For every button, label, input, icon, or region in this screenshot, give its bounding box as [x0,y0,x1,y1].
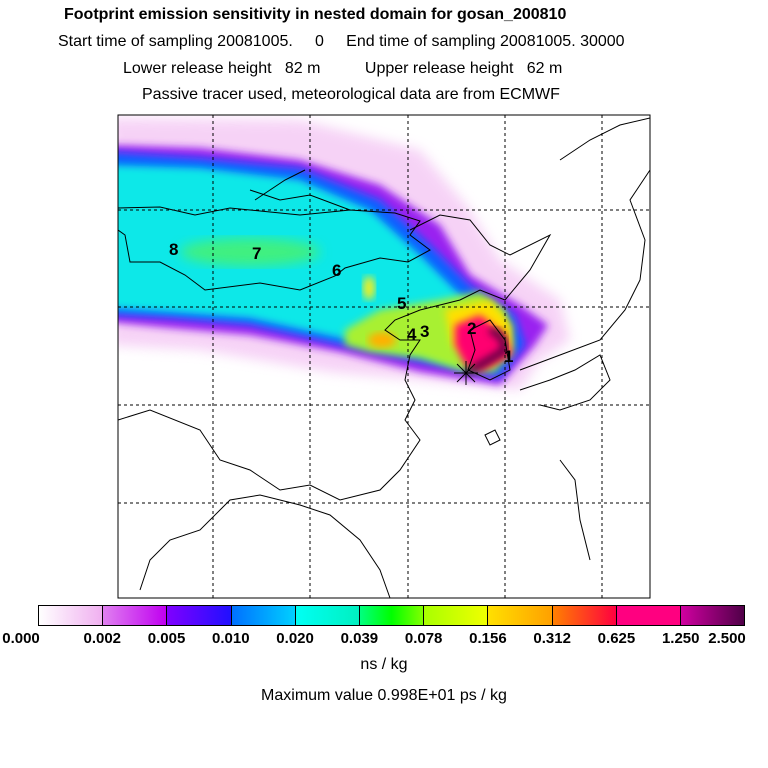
coastlines [118,117,650,598]
label-4: 4 [407,325,417,344]
colorbar-bin-0 [39,606,104,625]
label-7: 7 [252,244,261,263]
trajectory-labels: 8 7 6 5 4 3 2 1 [169,240,513,366]
sampling-time: Start time of sampling 20081005. 0 End t… [58,33,625,50]
figure-title: Footprint emission sensitivity in nested… [64,6,567,23]
maximum-value: Maximum value 0.998E+01 ps / kg [261,687,507,704]
colorbar-bin-3 [231,606,296,625]
colorbar-tick-label: 0.000 [2,630,40,647]
colorbar-tick-label: 0.020 [276,630,314,647]
map-frame [117,114,651,599]
plume-orange [368,332,396,348]
colorbar-tick-label: 0.078 [404,630,443,647]
colorbar-tick-label: 0.039 [340,630,379,647]
colorbar-tick-label: 0.625 [597,630,636,647]
colorbar-bin-4 [295,606,360,625]
colorbar-bin-2 [167,606,232,625]
label-3: 3 [420,322,429,341]
colorbar-bin-5 [359,606,425,625]
label-6: 6 [332,261,341,280]
colorbar-tick-label: 0.005 [147,630,186,647]
colorbar-tick-label: 0.156 [469,630,507,647]
label-2: 2 [467,319,476,338]
colorbar [38,605,745,626]
colorbar-tick-label: 0.002 [83,630,122,647]
colorbar-unit: ns / kg [360,656,408,673]
label-8: 8 [169,240,178,259]
colorbar-bin-1 [103,606,168,625]
colorbar-bin-8 [552,606,617,625]
colorbar-bin-10 [680,606,745,625]
plume [118,118,570,390]
plume-green-west [180,238,320,266]
colorbar-tick-label: 0.312 [533,630,571,647]
colorbar-bin-6 [424,606,489,625]
star-icon [454,361,478,385]
colorbar-bin-7 [488,606,553,625]
tracer-info: Passive tracer used, meteorological data… [142,86,560,103]
label-5: 5 [397,294,406,313]
label-1: 1 [504,347,513,366]
colorbar-tick-label: 0.010 [212,630,250,647]
colorbar-bin-9 [616,606,681,625]
release-height: Lower release height 82 m Upper release … [123,60,563,77]
colorbar-tick-label: 2.500 [708,630,746,647]
plume-yellow-blob [363,276,375,300]
colorbar-tick-label: 1.250 [661,630,700,647]
